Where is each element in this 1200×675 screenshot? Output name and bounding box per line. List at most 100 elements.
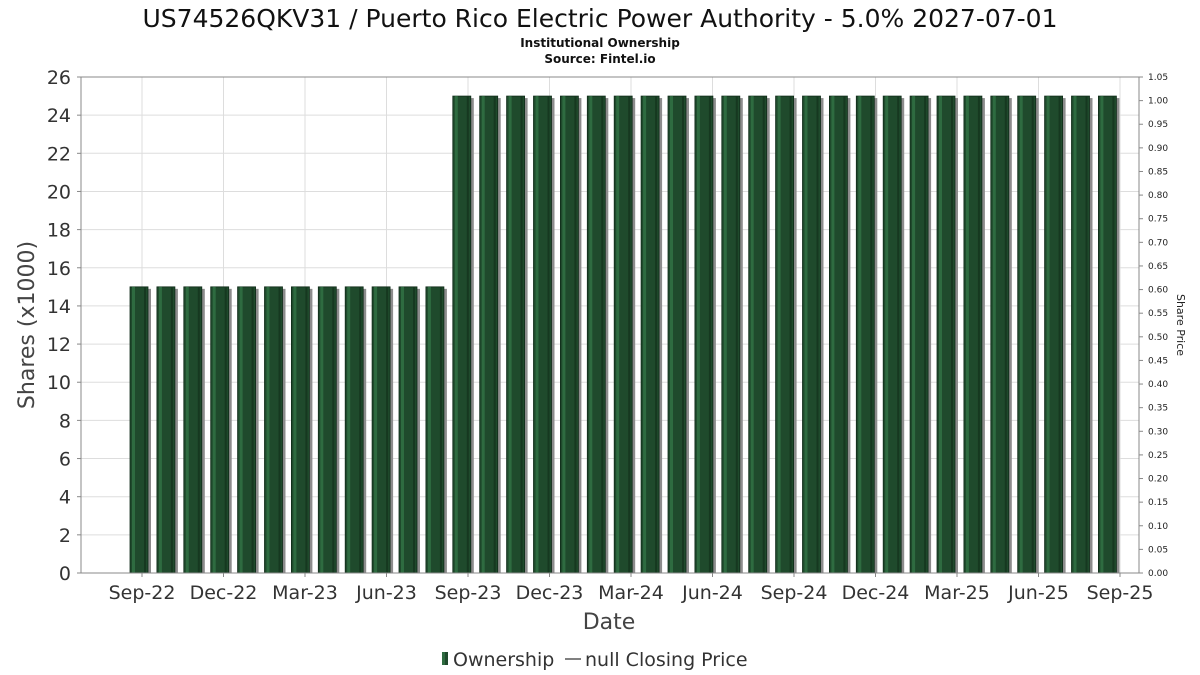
bar (129, 286, 151, 574)
bar-edge (144, 286, 146, 573)
x-tick-label: Sep-25 (1087, 582, 1154, 604)
y-right-tick-label: 0.30 (1148, 427, 1168, 437)
y-right-tick-label: 0.65 (1148, 262, 1168, 272)
bar-highlight (750, 96, 754, 574)
bar-highlight (427, 286, 431, 573)
bar (640, 95, 663, 574)
x-tick-label: Dec-22 (190, 582, 258, 604)
bar (398, 286, 420, 574)
bar-edge (816, 96, 819, 574)
bar (1017, 95, 1039, 574)
plot-frame (80, 76, 1140, 574)
bar-highlight (158, 286, 162, 573)
bar (882, 95, 905, 574)
x-tick-label: Sep-22 (109, 582, 176, 604)
bar-highlight (696, 96, 700, 574)
bar (855, 95, 878, 574)
x-tick-label: Sep-23 (435, 582, 502, 604)
bar-edge (628, 96, 631, 574)
y-right-tick-label: 0.45 (1148, 356, 1168, 366)
y-right-tick-label: 1.00 (1148, 97, 1168, 107)
x-axis: Sep-22 Dec-22 Mar-23 Jun-23 Sep-23 Dec-23 Mar-… (109, 573, 1154, 604)
bar (264, 286, 286, 574)
y-right-tick-label: 0.25 (1148, 451, 1168, 461)
bar-edge (251, 286, 254, 573)
bar-highlight (885, 96, 889, 574)
bar-highlight (1100, 96, 1104, 574)
bar (156, 286, 178, 574)
y-right-tick-label: 0.90 (1148, 144, 1168, 154)
y-right-tick-label: 0.50 (1148, 333, 1168, 343)
bar (721, 95, 743, 574)
x-tick-label: Mar-23 (272, 582, 338, 604)
bar-highlight (481, 96, 485, 574)
chart-subtitle: Institutional Ownership (520, 36, 680, 50)
bar (317, 286, 340, 574)
bar-highlight (589, 96, 593, 574)
y-right-tick-label: 0.40 (1148, 380, 1168, 390)
bar-edge (574, 96, 577, 574)
bar-edge (332, 286, 335, 573)
x-tick-label: Jun-24 (681, 582, 743, 604)
bar-edge (1085, 96, 1088, 574)
y-tick-label: 10 (47, 372, 71, 394)
y-tick-label: 22 (47, 143, 71, 165)
bar-highlight (320, 286, 324, 573)
bar-edge (1004, 96, 1007, 574)
bar-edge (466, 96, 469, 574)
chart-source: Source: Fintel.io (544, 52, 655, 66)
bar-edge (493, 96, 496, 574)
bar (560, 95, 582, 574)
bar (990, 95, 1012, 574)
bar-highlight (535, 96, 539, 574)
bar-highlight (858, 96, 862, 574)
x-tick-label: Mar-24 (598, 582, 664, 604)
y-right-tick-label: 0.95 (1148, 120, 1168, 130)
y-right-tick-label: 0.15 (1148, 498, 1168, 508)
legend-label-closing-price: null Closing Price (585, 649, 748, 671)
legend-label-ownership: Ownership (453, 649, 554, 671)
bar (183, 286, 205, 574)
bar-edge (1031, 96, 1034, 574)
bar (694, 95, 716, 574)
y-tick-label: 0 (59, 563, 71, 585)
y-right-tick-label: 0.70 (1148, 238, 1168, 248)
bar (963, 95, 985, 574)
y-right-tick-label: 0.75 (1148, 215, 1168, 225)
bar (210, 286, 232, 574)
bar-highlight (266, 286, 270, 573)
x-tick-label: Sep-24 (761, 582, 828, 604)
y-tick-label: 2 (59, 525, 71, 547)
bar-highlight (562, 96, 566, 574)
bar-highlight (670, 96, 673, 574)
bar-edge (789, 96, 792, 574)
bar-highlight (508, 96, 512, 574)
bar-edge (601, 96, 604, 574)
y-tick-label: 20 (47, 181, 71, 203)
bar-highlight (293, 286, 297, 573)
bar-highlight (992, 96, 996, 574)
bar-highlight (1019, 96, 1023, 574)
bar-edge (520, 96, 523, 574)
bar-edge (547, 96, 550, 574)
bar-edge (951, 96, 953, 574)
y-right-tick-label: 0.00 (1148, 569, 1168, 579)
y-right-tick-label: 0.20 (1148, 475, 1168, 485)
bar-edge (413, 286, 415, 573)
x-tick-label: Jun-23 (355, 582, 417, 604)
bar-highlight (804, 96, 808, 574)
bar (802, 95, 824, 574)
y-right-tick-label: 0.80 (1148, 191, 1168, 201)
bar-edge (977, 96, 980, 574)
chart-title: US74526QKV31 / Puerto Rico Electric Powe… (143, 4, 1058, 33)
bar-edge (762, 96, 765, 574)
bar-highlight (723, 96, 727, 574)
bar-highlight (643, 96, 647, 574)
bar (452, 95, 474, 574)
y-right-tick-label: 0.05 (1148, 545, 1168, 555)
bar-highlight (831, 96, 835, 574)
bar-edge (224, 286, 227, 573)
bar (506, 95, 528, 574)
